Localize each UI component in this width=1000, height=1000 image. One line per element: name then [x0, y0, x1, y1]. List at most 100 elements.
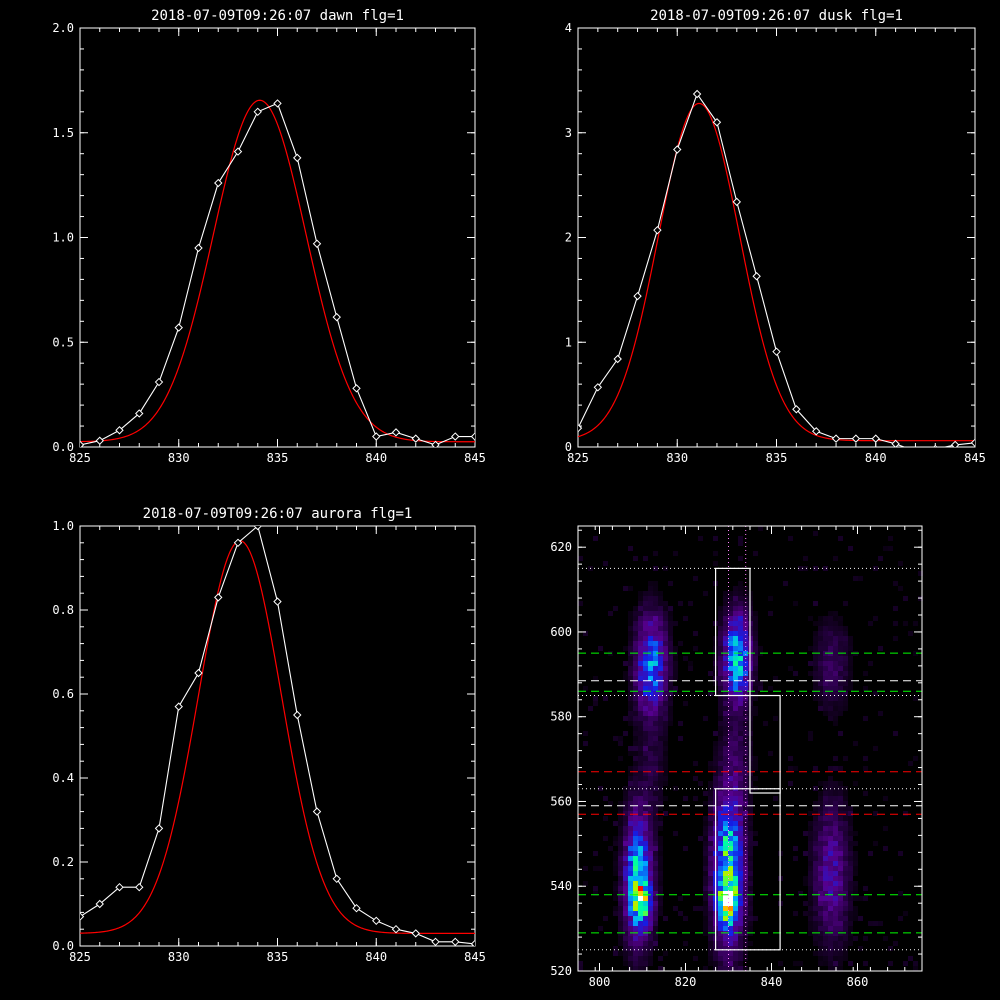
heatmap-cell [798, 566, 803, 571]
data-point [811, 427, 821, 436]
heatmap-cell [828, 846, 833, 851]
heatmap-cell [863, 766, 868, 771]
heatmap-cell [653, 621, 658, 626]
heatmap-cell [623, 786, 628, 791]
heatmap-cell [818, 931, 823, 936]
heatmap-cell [578, 601, 583, 606]
heatmap-cell [658, 671, 663, 676]
heatmap-cell [738, 856, 743, 861]
heatmap-cell [608, 801, 613, 806]
y-tick-label: 1 [565, 335, 572, 349]
heatmap-cell [748, 876, 753, 881]
heatmap-cell [833, 846, 838, 851]
heatmap-cell [828, 766, 833, 771]
heatmap-cell [738, 761, 743, 766]
heatmap-cell [828, 876, 833, 881]
heatmap-cell [628, 716, 633, 721]
heatmap-cell [668, 686, 673, 691]
y-tick-label: 0.5 [52, 335, 74, 349]
heatmap-cell [813, 931, 818, 936]
heatmap-cell [828, 616, 833, 621]
heatmap-cell [743, 926, 748, 931]
data-point [332, 312, 341, 322]
data-point [673, 145, 682, 154]
heatmap-cell [848, 821, 853, 826]
heatmap-cell [628, 696, 633, 701]
heatmap-cell [833, 681, 838, 686]
heatmap-cell [838, 941, 843, 946]
heatmap-cell [743, 871, 748, 876]
heatmap-cell [738, 826, 743, 831]
heatmap-cell [633, 831, 638, 836]
heatmap-cell [723, 746, 728, 751]
heatmap-cell [848, 906, 853, 911]
heatmap-cell [833, 871, 838, 876]
heatmap-cell [753, 681, 758, 686]
heatmap-cell [713, 766, 718, 771]
heatmap-cell [748, 941, 753, 946]
heatmap-cell [743, 806, 748, 811]
heatmap-cell [873, 746, 878, 751]
heatmap-cell [643, 611, 648, 616]
heatmap-cell [838, 731, 843, 736]
heatmap-cell [823, 676, 828, 681]
heatmap-cell [838, 696, 843, 701]
heatmap-cell [708, 916, 713, 921]
heatmap-cell [818, 781, 823, 786]
heatmap-cell [833, 841, 838, 846]
heatmap-cell [628, 681, 633, 686]
heatmap-cell [823, 821, 828, 826]
data-point [135, 882, 144, 892]
heatmap-cell [643, 716, 648, 721]
heatmap-cell [728, 591, 733, 596]
data-point [253, 526, 262, 531]
data-point [732, 197, 742, 207]
heatmap-cell [753, 621, 758, 626]
heatmap-cell [663, 776, 668, 781]
heatmap-cell [833, 866, 838, 871]
heatmap-cell [633, 906, 638, 911]
heatmap-cell [713, 956, 718, 961]
heatmap-cell [718, 931, 723, 936]
heatmap-cell [848, 826, 853, 831]
heatmap-cell [728, 761, 733, 766]
heatmap-cell [718, 766, 723, 771]
heatmap-cell [748, 931, 753, 936]
heatmap-cell [828, 941, 833, 946]
heatmap-cell [703, 821, 708, 826]
heatmap-cell [838, 816, 843, 821]
heatmap-cell [733, 891, 738, 896]
heatmap-cell [743, 906, 748, 911]
heatmap-cell [718, 676, 723, 681]
heatmap-cell [753, 691, 758, 696]
data-point [451, 432, 460, 441]
x-tick-label: 845 [464, 950, 486, 964]
heatmap-cell [818, 701, 823, 706]
region-box [749, 694, 781, 794]
heatmap-cell [738, 746, 743, 751]
heatmap-cell [793, 911, 798, 916]
heatmap-cell [873, 841, 878, 846]
data-point [115, 882, 124, 892]
heatmap-cell [598, 646, 603, 651]
heatmap-cell [728, 651, 733, 656]
heatmap-cell [818, 906, 823, 911]
heatmap-cell [653, 891, 658, 896]
heatmap-cell [648, 701, 653, 706]
heatmap-cell [838, 871, 843, 876]
heatmap-cell [743, 631, 748, 636]
heatmap-cell [593, 696, 598, 701]
heatmap-cell [843, 801, 848, 806]
heatmap-cell [828, 861, 833, 866]
heatmap-cell [833, 911, 838, 916]
heatmap-cell [843, 876, 848, 881]
heatmap-cell [718, 816, 723, 821]
heatmap-cell [718, 936, 723, 941]
heatmap-cell [638, 751, 643, 756]
heatmap-cell [633, 956, 638, 961]
heatmap-cell [628, 646, 633, 651]
heatmap-cell [913, 756, 918, 761]
heatmap-cell [653, 851, 658, 856]
heatmap-cell [643, 886, 648, 891]
heatmap-cell [823, 866, 828, 871]
